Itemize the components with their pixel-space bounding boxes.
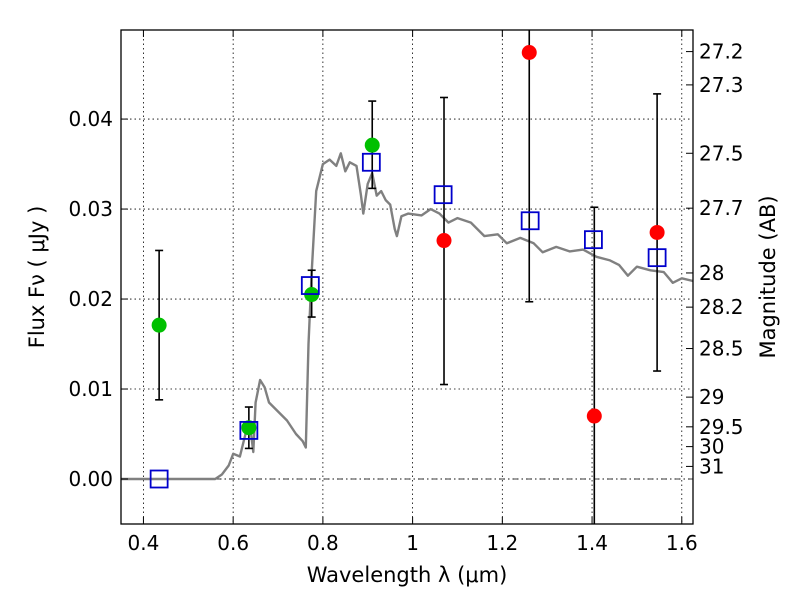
y-tick-label: 0.04: [68, 107, 113, 131]
y-tick-label: 0.02: [68, 287, 113, 311]
x-tick-label: 1.6: [666, 531, 698, 555]
data-point: [521, 44, 537, 60]
y2-tick-label: 28: [699, 261, 724, 285]
axis-ticks: [121, 30, 693, 524]
x-tick-label: 0.4: [128, 531, 160, 555]
y2-tick-label: 29: [699, 385, 724, 409]
data-point: [586, 408, 602, 424]
y2-tick-label: 29.5: [699, 415, 744, 439]
x-tick-label: 1: [406, 531, 419, 555]
model-point: [433, 185, 453, 205]
y-tick-label: 0.03: [68, 197, 113, 221]
model-point: [149, 469, 169, 489]
y2-tick-label: 27.5: [699, 141, 744, 165]
y2-tick-label: 30: [699, 435, 724, 459]
y2-tick-label: 28.5: [699, 337, 744, 361]
y2-axis-title: Magnitude (AB): [756, 195, 780, 358]
y2-tick-label: 28.2: [699, 295, 744, 319]
model-point: [361, 152, 381, 172]
model-point: [584, 230, 603, 250]
data-point: [364, 137, 380, 153]
x-tick-label: 1.2: [486, 531, 518, 555]
data-markers: [149, 44, 667, 489]
tick-labels: 0.4 0.6 0.8 1 1.2 1.4 1.6 0.00 0.01 0.02 0.03 0.04 2…: [68, 40, 743, 555]
y2-tick-label: 27.2: [699, 40, 744, 64]
model-spectrum-line: [121, 152, 694, 481]
y-tick-label: 0.01: [68, 377, 113, 401]
model-point: [520, 211, 540, 231]
model-spectrum: [121, 152, 694, 481]
y2-tick-label: 27.7: [699, 196, 744, 220]
x-tick-label: 1.4: [576, 531, 608, 555]
grid: [121, 30, 693, 524]
model-point: [239, 421, 259, 440]
data-point: [241, 420, 257, 436]
x-tick-label: 0.6: [217, 531, 249, 555]
y-axis-title: Flux Fν ( μJy ): [25, 206, 49, 349]
error-bars: [155, 30, 662, 524]
data-point: [436, 233, 452, 249]
model-point: [647, 248, 667, 268]
model-point: [300, 276, 320, 295]
plot-frame: [120, 29, 694, 525]
x-axis-title: Wavelength λ (μm): [307, 563, 508, 587]
x-tick-label: 0.8: [307, 531, 339, 555]
y2-tick-label: 31: [699, 454, 724, 478]
data-point: [151, 317, 167, 333]
y2-tick-label: 27.3: [699, 73, 744, 97]
y-tick-label: 0.00: [68, 467, 113, 491]
data-point: [649, 224, 665, 240]
